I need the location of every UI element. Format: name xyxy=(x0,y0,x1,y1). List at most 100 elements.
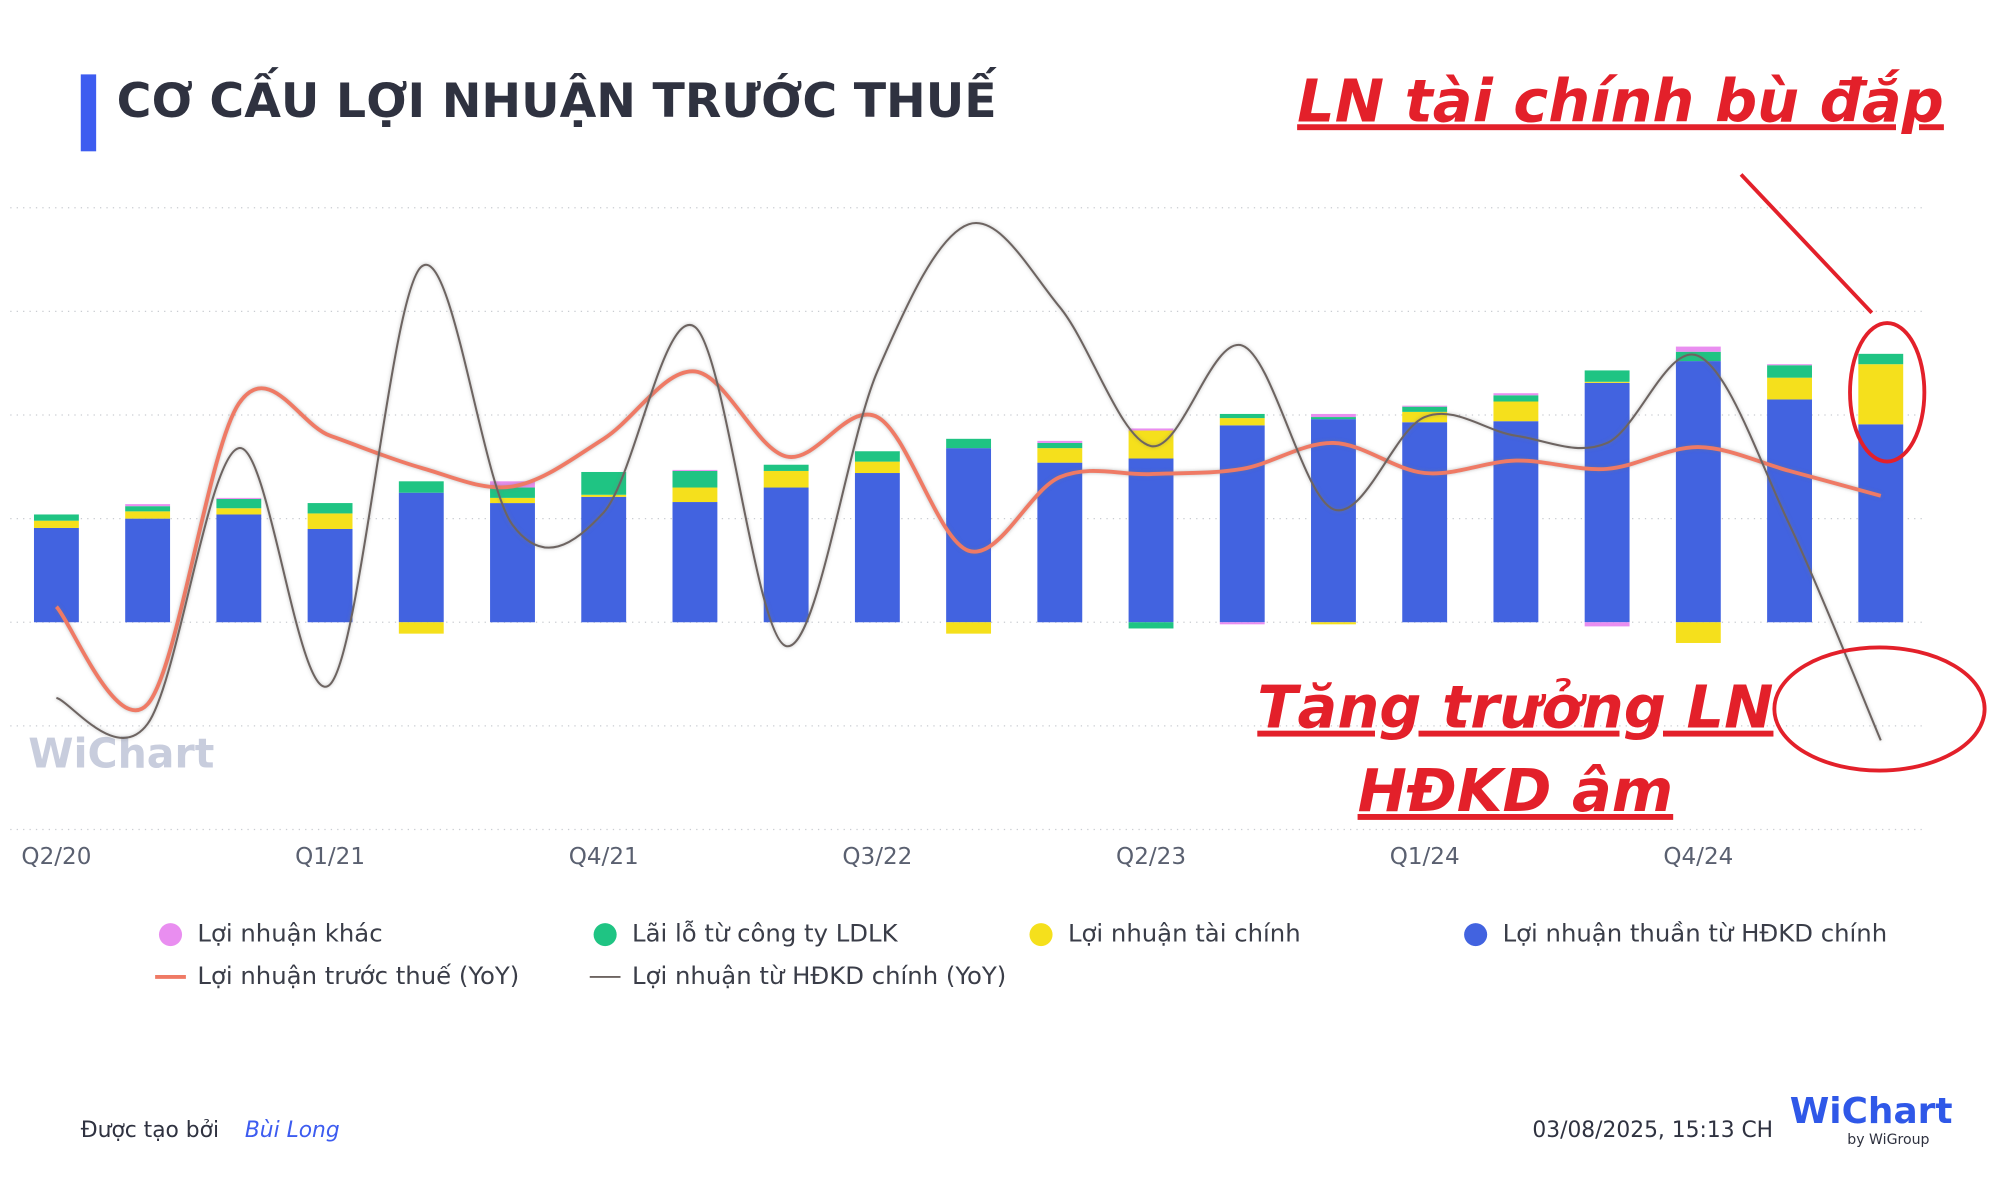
bar-segment xyxy=(490,497,535,504)
bar-segment xyxy=(672,469,718,471)
bar-segment xyxy=(1767,377,1812,400)
bar-segment xyxy=(33,514,79,521)
bar-segment xyxy=(946,438,992,449)
bar-segment xyxy=(33,520,79,528)
bar-segment xyxy=(1037,442,1083,449)
bar-segment xyxy=(946,448,992,623)
legend-label: Lợi nhuận khác xyxy=(197,919,382,948)
bar-segment xyxy=(1402,405,1448,407)
bar-segment xyxy=(854,473,900,623)
bar-segment xyxy=(581,496,627,623)
line-series xyxy=(54,369,1882,713)
bar-segment xyxy=(581,494,627,497)
bar-segment xyxy=(125,504,171,507)
x-tick-label: Q4/21 xyxy=(569,844,639,870)
bar-segment xyxy=(398,622,444,634)
bar-segment xyxy=(854,461,900,474)
legend-swatch xyxy=(158,923,183,947)
bar-segment xyxy=(490,503,535,623)
bar-segment xyxy=(398,481,444,493)
annotation-arrow xyxy=(1739,173,1874,315)
bar-segment xyxy=(1767,365,1812,378)
bar-segment xyxy=(216,498,262,509)
bar-segment xyxy=(672,487,718,503)
bar-segment xyxy=(672,470,718,488)
bar-segment xyxy=(1219,418,1265,426)
line-series xyxy=(56,221,1882,741)
bar-segment xyxy=(1128,622,1174,629)
bar-segment xyxy=(1858,424,1904,623)
bar-segment xyxy=(307,513,353,529)
bar-segment xyxy=(490,487,535,498)
bar-segment xyxy=(1402,406,1448,412)
bar-segment xyxy=(1311,622,1356,625)
bar-segment xyxy=(1767,399,1812,623)
bar-segment xyxy=(763,487,809,623)
x-tick-label: Q3/22 xyxy=(842,844,912,870)
bar-segment xyxy=(1675,622,1721,643)
bar-segment xyxy=(946,622,992,634)
bar-segment xyxy=(1493,395,1539,402)
watermark: WiChart xyxy=(28,729,214,777)
bar-segment xyxy=(1767,364,1812,366)
bar-segment xyxy=(1311,419,1356,623)
legend-label: Lợi nhuận thuần từ HĐKD chính xyxy=(1503,919,1888,948)
bar-segment xyxy=(490,481,535,488)
bar-segment xyxy=(1311,413,1356,418)
bar-segment xyxy=(1128,458,1174,623)
legend-swatch xyxy=(1464,923,1488,947)
bar-segment xyxy=(1675,346,1721,352)
bar-segment xyxy=(1128,428,1174,431)
bar-segment xyxy=(1493,393,1539,396)
bar-segment xyxy=(307,528,353,623)
bar-segment xyxy=(1402,422,1448,623)
bar-segment xyxy=(125,511,171,519)
annotation: Tăng trưởng LN xyxy=(1257,673,1773,742)
footer-logo: WiChart xyxy=(1790,1091,1953,1132)
footer-author[interactable]: Bùi Long xyxy=(245,1118,340,1143)
bar-segment xyxy=(763,470,809,488)
bar-segment xyxy=(1493,421,1539,623)
bar-segment xyxy=(307,503,353,514)
bar-segment xyxy=(1675,361,1721,623)
legend-swatch xyxy=(593,923,617,947)
bar-segment xyxy=(1584,622,1630,627)
bar-segment xyxy=(1037,448,1083,463)
bar-segment xyxy=(1493,401,1539,422)
bar-segment xyxy=(581,471,627,495)
bar-segment xyxy=(763,464,809,471)
footer-timestamp: 03/08/2025, 15:13 CH xyxy=(1532,1118,1773,1143)
bar-segment xyxy=(216,508,262,515)
bar-segment xyxy=(216,497,262,499)
x-tick-label: Q2/23 xyxy=(1116,844,1186,870)
bar-segment xyxy=(33,527,79,623)
bar-segment xyxy=(1584,381,1630,383)
bar-segment xyxy=(1219,622,1265,625)
bar-segment xyxy=(1037,440,1083,443)
annotation-circle xyxy=(1848,321,1927,464)
bar-segment xyxy=(854,451,900,462)
annotation: HĐKD âm xyxy=(1358,756,1674,825)
x-tick-label: Q1/24 xyxy=(1390,844,1460,870)
legend-label: Lợi nhuận trước thuế (YoY) xyxy=(197,961,519,990)
footer-label: Được tạo bởi xyxy=(81,1118,219,1143)
bar-segment xyxy=(1858,364,1904,425)
bar-segment xyxy=(125,518,171,623)
legend-label: Lãi lỗ từ công ty LDLK xyxy=(632,919,899,948)
bar-segment xyxy=(398,492,444,623)
bar-segment xyxy=(1219,413,1265,419)
legend-label: Lợi nhuận từ HĐKD chính (YoY) xyxy=(632,961,1006,990)
chart-title: CƠ CẤU LỢI NHUẬN TRƯỚC THUẾ xyxy=(117,66,998,129)
bar-segment xyxy=(216,514,262,623)
bar-segment xyxy=(1584,382,1630,623)
bar-segment xyxy=(1858,353,1904,365)
bar-segment xyxy=(672,502,718,623)
legend-swatch xyxy=(1029,923,1053,947)
annotation: LN tài chính bù đắp xyxy=(1297,66,1944,135)
bar-segment xyxy=(1584,370,1630,382)
title-accent xyxy=(80,74,97,152)
x-tick-label: Q1/21 xyxy=(295,844,365,870)
legend-label: Lợi nhuận tài chính xyxy=(1068,919,1301,948)
bar-segment xyxy=(1219,425,1265,623)
